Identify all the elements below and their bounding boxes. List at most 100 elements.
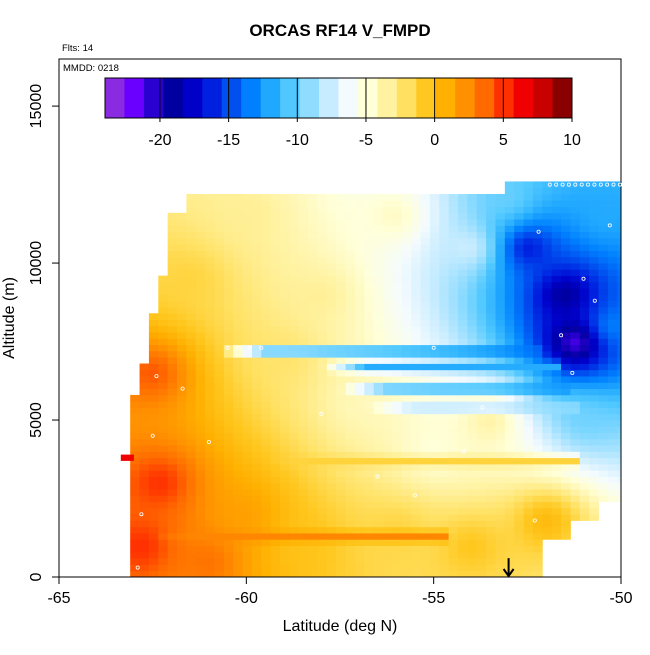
heatmap-cell: [214, 250, 225, 258]
heatmap-cell: [570, 426, 581, 433]
heatmap-cell: [598, 495, 609, 503]
heatmap-cell: [532, 338, 543, 346]
heatmap-cell: [607, 388, 618, 396]
heatmap-cell: [317, 482, 328, 490]
heatmap-cell: [598, 275, 609, 283]
heatmap-cell: [345, 426, 356, 433]
flight-sample-point: [452, 190, 457, 195]
heatmap-cell: [551, 281, 562, 289]
heatmap-cell: [205, 489, 215, 496]
heatmap-cell: [308, 357, 318, 364]
heatmap-cell: [251, 237, 262, 245]
heatmap-cell: [345, 225, 356, 233]
heatmap-cell: [561, 489, 571, 496]
heatmap-cell: [458, 432, 468, 440]
heatmap-cell: [467, 225, 478, 233]
heatmap-cell: [364, 263, 375, 270]
flight-sample-point: [246, 190, 250, 195]
heatmap-cell: [439, 269, 450, 277]
heatmap-cell: [186, 426, 197, 433]
heatmap-cell: [486, 338, 496, 346]
heatmap-cell: [308, 463, 318, 471]
heatmap-cell: [251, 526, 262, 534]
flight-sample-point: [547, 182, 552, 187]
heatmap-cell: [523, 394, 534, 402]
heatmap-cell: [270, 357, 281, 364]
heatmap-cell: [523, 357, 534, 364]
heatmap-cell: [354, 212, 365, 220]
heatmap-cell: [298, 482, 309, 490]
heatmap-cell: [308, 551, 318, 559]
heatmap-cell: [467, 501, 478, 509]
heatmap-cell: [486, 558, 496, 565]
heatmap-cell: [205, 401, 215, 408]
heatmap-cell: [270, 313, 281, 320]
heatmap-cell: [317, 325, 328, 333]
heatmap-cell: [617, 445, 622, 452]
y-axis-label: Altitude (m): [1, 277, 18, 359]
heatmap-cell: [354, 275, 365, 283]
heatmap-cell: [326, 219, 337, 226]
heatmap-cell: [561, 225, 571, 233]
heatmap-cell: [251, 244, 262, 251]
heatmap-cell: [514, 300, 524, 308]
heatmap-cell: [607, 332, 618, 339]
heatmap-cell: [392, 338, 403, 346]
heatmap-cell: [561, 401, 571, 408]
heatmap-cell: [383, 570, 393, 578]
heatmap-cell: [429, 332, 440, 339]
flights-annotation: Flts: 14: [62, 43, 93, 54]
heatmap-cell: [514, 181, 524, 189]
heatmap-cell: [551, 413, 562, 421]
heatmap-cell: [589, 445, 599, 452]
heatmap-cell: [336, 376, 347, 383]
heatmap-cell: [514, 281, 524, 289]
heatmap-cell: [326, 288, 337, 295]
heatmap-cell: [336, 325, 347, 333]
heatmap-cell: [251, 294, 262, 302]
heatmap-cell: [139, 551, 150, 559]
heatmap-cell: [261, 438, 272, 446]
heatmap-cell: [326, 526, 337, 534]
heatmap-cell: [383, 413, 393, 421]
heatmap-cell: [317, 225, 328, 233]
heatmap-cell: [270, 394, 281, 402]
heatmap-cell: [186, 231, 197, 239]
heatmap-cell: [532, 325, 543, 333]
heatmap-cell: [139, 420, 150, 427]
heatmap-cell: [458, 231, 468, 239]
heatmap-cell: [589, 244, 599, 251]
heatmap-cell: [354, 325, 365, 333]
heatmap-cell: [523, 369, 534, 377]
heatmap-cell: [523, 307, 534, 314]
heatmap-cell: [223, 294, 234, 302]
heatmap-cell: [448, 432, 459, 440]
heatmap-cell: [448, 250, 459, 258]
heatmap-cell: [364, 300, 375, 308]
heatmap-cell: [167, 294, 178, 302]
heatmap-cell: [504, 457, 515, 465]
heatmap-cell: [317, 313, 328, 320]
heatmap-cell: [532, 275, 543, 283]
heatmap-cell: [233, 294, 243, 302]
heatmap-cell: [448, 476, 459, 484]
heatmap-cell: [195, 476, 206, 484]
heatmap-cell: [139, 482, 150, 490]
heatmap-cell: [467, 539, 478, 547]
heatmap-cell: [598, 376, 609, 383]
heatmap-cell: [411, 570, 421, 578]
heatmap-cell: [523, 489, 534, 496]
heatmap-cell: [411, 193, 421, 201]
y-tick-label: 15000: [28, 84, 45, 129]
heatmap-cell: [223, 476, 234, 484]
heatmap-cell: [514, 438, 524, 446]
heatmap-cell: [598, 388, 609, 396]
heatmap-cell: [177, 281, 187, 289]
heatmap-cell: [280, 338, 290, 346]
heatmap-cell: [617, 256, 622, 264]
heatmap-cell: [242, 495, 253, 503]
heatmap-cell: [532, 401, 543, 408]
heatmap-cell: [448, 420, 459, 427]
heatmap-cell: [579, 212, 590, 220]
heatmap-cell: [364, 564, 375, 572]
